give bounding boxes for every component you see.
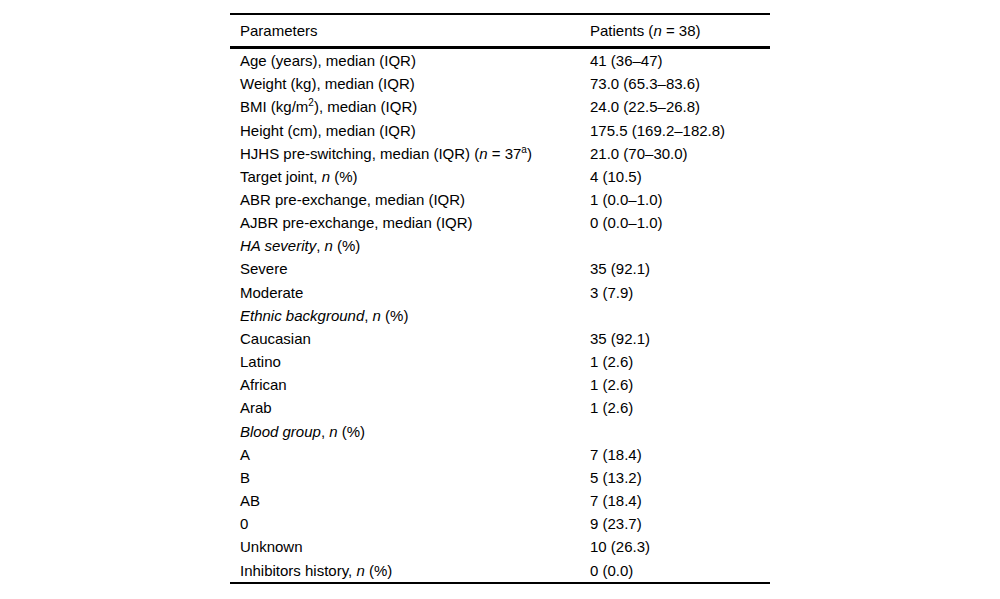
table-row: B5 (13.2) xyxy=(230,466,770,489)
value-cell: 9 (23.7) xyxy=(590,516,770,531)
table-row: A7 (18.4) xyxy=(230,443,770,466)
value-cell: 5 (13.2) xyxy=(590,470,770,485)
table-row: Blood group, n (%) xyxy=(230,420,770,443)
table-bottom-rule xyxy=(230,582,770,584)
parameter-cell: Target joint, n (%) xyxy=(230,169,590,184)
parameter-cell: Weight (kg), median (IQR) xyxy=(230,76,590,91)
parameter-cell: 0 xyxy=(230,516,590,531)
table-row: Weight (kg), median (IQR)73.0 (65.3–83.6… xyxy=(230,72,770,95)
table-row: AB7 (18.4) xyxy=(230,489,770,512)
table-row: Unknown10 (26.3) xyxy=(230,535,770,558)
parameter-cell: Caucasian xyxy=(230,331,590,346)
parameter-cell: B xyxy=(230,470,590,485)
parameter-cell: Unknown xyxy=(230,539,590,554)
value-cell: 7 (18.4) xyxy=(590,447,770,462)
table-row: ABR pre-exchange, median (IQR)1 (0.0–1.0… xyxy=(230,188,770,211)
table-row: BMI (kg/m2), median (IQR)24.0 (22.5–26.8… xyxy=(230,95,770,118)
value-cell: 1 (0.0–1.0) xyxy=(590,192,770,207)
table-row: Severe35 (92.1) xyxy=(230,257,770,280)
table-row: Latino1 (2.6) xyxy=(230,350,770,373)
value-cell: 1 (2.6) xyxy=(590,377,770,392)
parameter-cell: Blood group, n (%) xyxy=(230,424,590,439)
parameter-cell: Latino xyxy=(230,354,590,369)
table-row: Arab1 (2.6) xyxy=(230,396,770,419)
parameter-cell: Severe xyxy=(230,261,590,276)
parameter-cell: Moderate xyxy=(230,285,590,300)
table-row: Caucasian35 (92.1) xyxy=(230,327,770,350)
value-cell: 1 (2.6) xyxy=(590,354,770,369)
value-cell: 1 (2.6) xyxy=(590,400,770,415)
header-patients: Patients (n = 38) xyxy=(590,23,770,38)
parameter-cell: Arab xyxy=(230,400,590,415)
table-row: Ethnic background, n (%) xyxy=(230,304,770,327)
table-row: Age (years), median (IQR)41 (36–47) xyxy=(230,49,770,72)
parameter-cell: African xyxy=(230,377,590,392)
parameter-cell: Height (cm), median (IQR) xyxy=(230,123,590,138)
table-row: African1 (2.6) xyxy=(230,373,770,396)
value-cell: 3 (7.9) xyxy=(590,285,770,300)
parameter-cell: ABR pre-exchange, median (IQR) xyxy=(230,192,590,207)
table-row: Target joint, n (%)4 (10.5) xyxy=(230,165,770,188)
parameter-cell: AJBR pre-exchange, median (IQR) xyxy=(230,215,590,230)
value-cell: 21.0 (70–30.0) xyxy=(590,146,770,161)
value-cell: 35 (92.1) xyxy=(590,261,770,276)
table-row: 09 (23.7) xyxy=(230,512,770,535)
patient-characteristics-table: Parameters Patients (n = 38) Age (years)… xyxy=(230,13,770,584)
value-cell: 7 (18.4) xyxy=(590,493,770,508)
table-row: Height (cm), median (IQR)175.5 (169.2–18… xyxy=(230,118,770,141)
table-row: Inhibitors history, n (%)0 (0.0) xyxy=(230,558,770,581)
value-cell: 0 (0.0) xyxy=(590,563,770,578)
parameter-cell: BMI (kg/m2), median (IQR) xyxy=(230,99,590,114)
value-cell: 35 (92.1) xyxy=(590,331,770,346)
parameter-cell: Ethnic background, n (%) xyxy=(230,308,590,323)
parameter-cell: HJHS pre-switching, median (IQR) (n = 37… xyxy=(230,146,590,161)
value-cell: 73.0 (65.3–83.6) xyxy=(590,76,770,91)
table-header-row: Parameters Patients (n = 38) xyxy=(230,15,770,46)
value-cell: 175.5 (169.2–182.8) xyxy=(590,123,770,138)
table-row: AJBR pre-exchange, median (IQR)0 (0.0–1.… xyxy=(230,211,770,234)
table-row: HJHS pre-switching, median (IQR) (n = 37… xyxy=(230,142,770,165)
table-row: HA severity, n (%) xyxy=(230,234,770,257)
value-cell: 24.0 (22.5–26.8) xyxy=(590,99,770,114)
table-row: Moderate3 (7.9) xyxy=(230,281,770,304)
parameter-cell: Age (years), median (IQR) xyxy=(230,53,590,68)
parameter-cell: AB xyxy=(230,493,590,508)
value-cell: 10 (26.3) xyxy=(590,539,770,554)
parameter-cell: A xyxy=(230,447,590,462)
value-cell: 4 (10.5) xyxy=(590,169,770,184)
parameter-cell: Inhibitors history, n (%) xyxy=(230,563,590,578)
table-body: Age (years), median (IQR)41 (36–47)Weigh… xyxy=(230,49,770,582)
header-parameters: Parameters xyxy=(230,23,590,38)
value-cell: 41 (36–47) xyxy=(590,53,770,68)
parameter-cell: HA severity, n (%) xyxy=(230,238,590,253)
value-cell: 0 (0.0–1.0) xyxy=(590,215,770,230)
